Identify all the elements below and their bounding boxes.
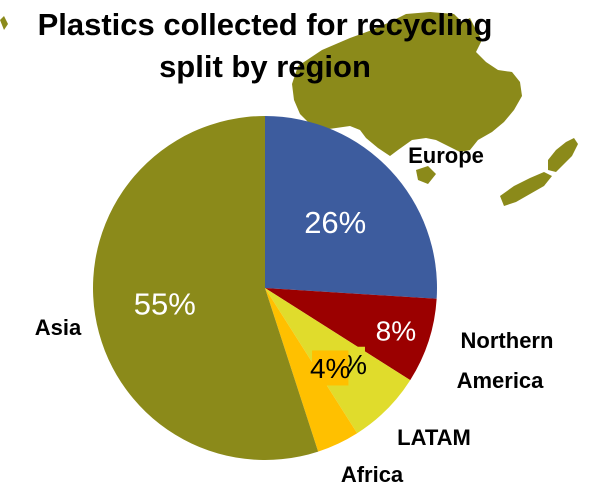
legend-label-america: America xyxy=(457,368,545,393)
legend-label-asia: Asia xyxy=(35,315,82,340)
pie-slice-africa xyxy=(265,288,358,452)
legend-label-northern: Northern xyxy=(461,328,554,353)
new-zealand-south-shape xyxy=(500,172,552,206)
background-map xyxy=(0,12,578,206)
pie-slice-asia xyxy=(92,116,319,460)
pie-slice-labels: 26%8%7%4%55% xyxy=(134,205,416,386)
chart-title: Plastics collected for recycling split b… xyxy=(0,4,530,88)
slice-value-label-asia: 55% xyxy=(134,287,196,322)
pie-slice-europe xyxy=(265,116,437,299)
slice-value-label-europe: 26% xyxy=(304,205,366,240)
legend-label-africa: Africa xyxy=(341,462,404,487)
australia-shape xyxy=(292,12,522,156)
legend-label-europe: Europe xyxy=(408,143,484,168)
slice-value-label-africa: 4% xyxy=(310,353,350,384)
new-zealand-north-shape xyxy=(548,138,578,172)
map-fragment-left xyxy=(0,16,8,30)
slice-label-box-africa xyxy=(312,350,349,386)
slice-value-label-northern-america: 8% xyxy=(376,315,416,346)
legend-label-latam: LATAM xyxy=(397,425,471,450)
tasmania-shape xyxy=(416,166,436,184)
chart-title-line-1: Plastics collected for recycling xyxy=(37,7,493,42)
pie-slices xyxy=(92,116,437,460)
pie-slice-northern-america xyxy=(265,288,437,381)
chart-title-line-2: split by region xyxy=(159,49,371,84)
